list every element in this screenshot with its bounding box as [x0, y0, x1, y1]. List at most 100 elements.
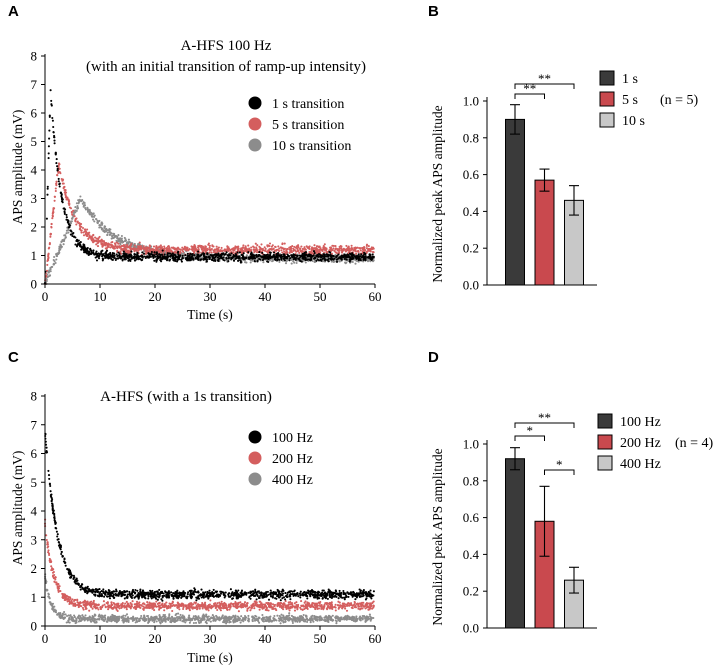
data-point [267, 257, 270, 260]
data-point [127, 257, 130, 260]
data-point [270, 245, 273, 248]
data-point [339, 245, 342, 248]
data-point [86, 206, 89, 209]
data-point [51, 607, 54, 610]
data-point [338, 260, 341, 263]
data-point [74, 206, 77, 209]
data-point [185, 249, 188, 252]
data-point [151, 616, 154, 619]
data-point [80, 222, 83, 226]
data-point [133, 249, 136, 252]
data-point [255, 618, 258, 621]
data-point [90, 620, 93, 623]
data-point [222, 256, 225, 259]
data-point [210, 254, 213, 257]
data-point [337, 248, 340, 251]
data-point [177, 253, 180, 256]
data-point [104, 256, 107, 260]
data-point [305, 618, 308, 621]
data-point [79, 615, 82, 618]
data-point [52, 131, 55, 134]
data-point [271, 259, 274, 262]
data-point [88, 618, 92, 621]
data-point [55, 182, 58, 185]
data-point [194, 621, 198, 624]
data-point [278, 249, 281, 253]
data-point [124, 614, 127, 617]
data-point [72, 235, 75, 238]
data-point [366, 260, 370, 263]
data-point [350, 260, 353, 263]
data-point [50, 603, 53, 606]
x-tick-label: 60 [369, 289, 382, 304]
data-point [101, 618, 104, 621]
data-point [173, 247, 176, 250]
data-point [309, 621, 312, 624]
data-point [112, 256, 115, 259]
data-point [125, 239, 128, 242]
data-point [45, 589, 48, 592]
data-point [324, 259, 327, 262]
data-point [200, 619, 203, 622]
data-point [355, 252, 358, 255]
data-point [62, 243, 65, 246]
data-point [242, 252, 245, 255]
data-point [110, 257, 113, 260]
data-point [280, 613, 283, 616]
data-point [51, 116, 54, 120]
data-point [76, 243, 79, 246]
data-point [99, 240, 102, 243]
data-point [164, 615, 167, 619]
data-point [126, 616, 130, 619]
data-point [77, 202, 80, 205]
data-point [296, 616, 299, 619]
data-point [153, 621, 156, 624]
data-point [61, 182, 64, 185]
data-point [206, 248, 209, 251]
data-point [332, 247, 335, 250]
data-point [345, 258, 348, 261]
data-point [68, 203, 71, 206]
data-point [326, 250, 329, 253]
data-point [358, 246, 361, 250]
data-point [205, 613, 208, 616]
data-point [283, 250, 286, 253]
data-point [201, 616, 204, 619]
data-point [100, 228, 103, 231]
data-point [221, 253, 224, 256]
data-point [304, 261, 307, 264]
data-point [251, 253, 254, 256]
data-point [70, 230, 73, 233]
data-point [268, 254, 271, 257]
data-point [357, 253, 360, 256]
data-point [260, 247, 263, 251]
data-point [325, 248, 328, 251]
data-point [362, 250, 365, 253]
data-point [263, 246, 266, 249]
data-point [168, 247, 171, 250]
data-point [247, 244, 250, 247]
data-point [241, 617, 245, 620]
data-point [95, 259, 99, 262]
data-point [303, 601, 306, 604]
data-point [106, 233, 109, 237]
data-point [65, 216, 68, 219]
data-point [123, 617, 126, 620]
data-point [89, 248, 92, 251]
data-point [334, 617, 337, 620]
y-tick-label: 8 [31, 49, 38, 64]
data-point [192, 245, 195, 248]
data-point [331, 619, 334, 622]
data-point [291, 256, 294, 259]
data-point [159, 622, 162, 625]
data-point [257, 616, 260, 619]
data-point [96, 219, 99, 222]
data-point [55, 180, 58, 183]
data-point [170, 615, 174, 618]
data-point [64, 195, 68, 198]
data-point [208, 251, 211, 254]
panel-a-chart: A-HFS 100 Hz (with an initial transition… [10, 38, 382, 322]
data-point [207, 243, 210, 246]
data-point [74, 622, 77, 625]
data-point [299, 615, 302, 618]
